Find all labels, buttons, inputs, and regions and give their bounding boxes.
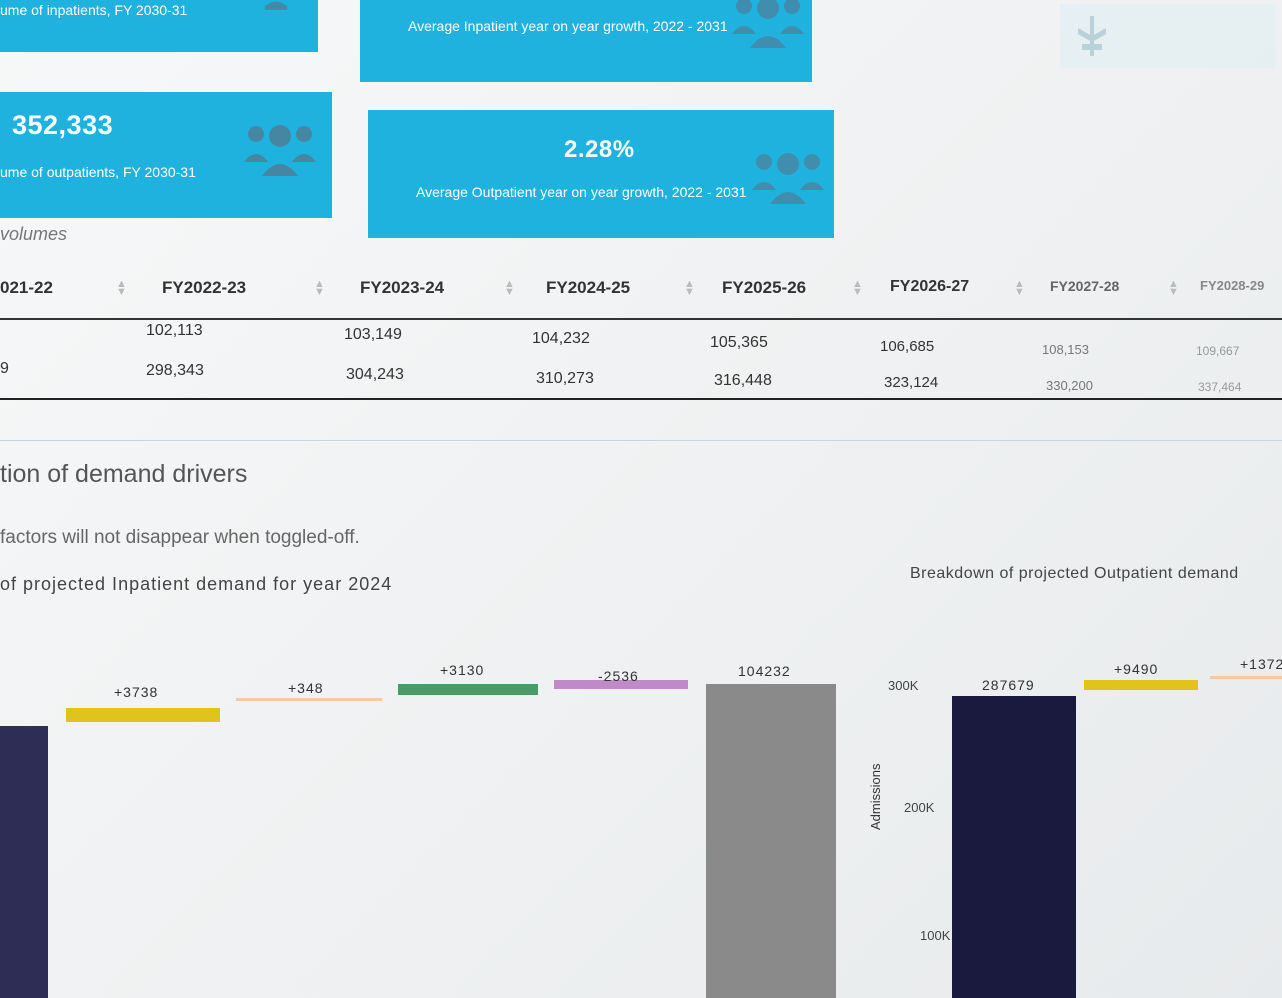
- outpatient-increase-bar[interactable]: [1084, 680, 1198, 690]
- section-note: factors will not disappear when toggled-…: [0, 527, 360, 548]
- table-cell: 330,200: [1046, 378, 1093, 393]
- table-cell: 106,685: [880, 338, 935, 355]
- kpi-value: 2.28%: [564, 136, 635, 163]
- column-header[interactable]: FY2027-28: [1050, 278, 1120, 294]
- table-cell: 323,124: [884, 374, 939, 391]
- outpatient-increase-bar[interactable]: [1210, 676, 1282, 679]
- inpatient-increase-bar[interactable]: [398, 684, 538, 695]
- section-heading: tion of demand drivers: [0, 460, 248, 488]
- data-label: +3738: [114, 684, 159, 700]
- inpatient-increase-bar[interactable]: [66, 708, 220, 722]
- data-label: -2536: [598, 668, 639, 684]
- inpatient-chart-title: of projected Inpatient demand for year 2…: [0, 574, 393, 594]
- data-label: +9490: [1114, 661, 1159, 677]
- table-cell: 298,343: [146, 362, 204, 379]
- people-icon: [730, 0, 806, 54]
- data-label: +3130: [440, 662, 485, 678]
- table-cell: 310,273: [536, 370, 594, 387]
- table-header-rule: [0, 318, 1282, 320]
- people-icon: [242, 118, 318, 182]
- column-header[interactable]: FY2025-26: [722, 278, 807, 297]
- sort-icon[interactable]: ▲ ▼: [504, 278, 515, 298]
- kpi-label: ume of outpatients, FY 2030-31: [0, 164, 196, 180]
- kpi-label: ume of inpatients, FY 2030-31: [0, 2, 188, 18]
- inpatient-decrease-bar[interactable]: [554, 680, 688, 689]
- table-cell: 108,153: [1042, 342, 1089, 357]
- column-header[interactable]: FY2022-23: [162, 278, 247, 297]
- table-section-label: volumes: [0, 224, 68, 244]
- column-header[interactable]: FY2023-24: [360, 278, 445, 297]
- table-cell: 304,243: [346, 366, 404, 383]
- data-label: 287679: [982, 677, 1035, 693]
- outpatient-base-bar[interactable]: [952, 696, 1076, 998]
- table-cell: 102,113: [146, 322, 203, 339]
- sort-icon[interactable]: ▲ ▼: [852, 278, 863, 298]
- outpatient-chart-title: Breakdown of projected Outpatient demand: [910, 565, 1239, 582]
- table-bottom-rule: [0, 398, 1282, 400]
- data-label: +1372: [1240, 656, 1282, 672]
- kpi-card-inpatient-growth: Average Inpatient year on year growth, 2…: [360, 0, 812, 82]
- data-label: +348: [288, 680, 324, 696]
- section-divider: [0, 440, 1282, 441]
- kpi-card-inpatient-volume: ume of inpatients, FY 2030-31: [0, 0, 318, 52]
- y-tick-label: 100K: [920, 928, 951, 943]
- column-header[interactable]: FY2028-29: [1200, 278, 1265, 293]
- sort-icon[interactable]: ▲ ▼: [116, 278, 127, 298]
- sort-icon[interactable]: ▲ ▼: [314, 278, 325, 298]
- kpi-label: Average Outpatient year on year growth, …: [416, 184, 747, 200]
- kpi-label: Average Inpatient year on year growth, 2…: [408, 18, 728, 34]
- kpi-card-outpatient-growth: 2.28% Average Outpatient year on year gr…: [368, 110, 834, 238]
- inpatient-base-bar[interactable]: [0, 726, 48, 998]
- table-cell: 105,365: [710, 334, 768, 351]
- data-label: 104232: [738, 663, 791, 679]
- table-cell: 103,149: [344, 326, 402, 343]
- people-icon: [750, 146, 826, 210]
- column-header[interactable]: FY2024-25: [546, 278, 631, 297]
- column-header[interactable]: 021-22: [0, 278, 53, 297]
- kpi-card-outpatient-volume: 352,333 ume of outpatients, FY 2030-31: [0, 92, 332, 218]
- y-axis-label: Admissions: [868, 763, 883, 830]
- y-tick-label: 300K: [888, 678, 919, 693]
- people-icon: [246, 0, 306, 20]
- sort-icon[interactable]: ▲ ▼: [684, 278, 695, 298]
- sort-icon[interactable]: ▲ ▼: [1014, 278, 1025, 298]
- table-cell: 104,232: [532, 330, 590, 347]
- inpatient-total-bar[interactable]: [706, 684, 836, 998]
- table-cell: 9: [0, 360, 9, 377]
- table-header-row: 021-22 ▲ ▼ FY2022-23 ▲ ▼ FY2023-24 ▲ ▼ FY20…: [0, 270, 1282, 316]
- table-cell: 316,448: [714, 372, 772, 389]
- inpatient-increase-bar[interactable]: [236, 698, 382, 701]
- kpi-value: 352,333: [12, 110, 114, 140]
- organization-logo: [1060, 4, 1275, 68]
- sort-icon[interactable]: ▲ ▼: [1168, 278, 1179, 298]
- column-header[interactable]: FY2026-27: [890, 278, 970, 295]
- table-cell: 337,464: [1198, 380, 1242, 394]
- table-cell: 109,667: [1196, 344, 1240, 358]
- y-tick-label: 200K: [904, 800, 935, 815]
